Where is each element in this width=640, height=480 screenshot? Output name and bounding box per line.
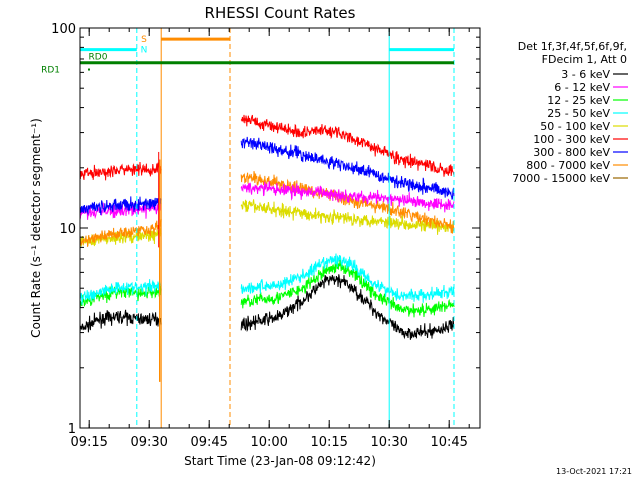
y-axis-label: Count Rate (s⁻¹ detector segment⁻¹) [29, 118, 43, 338]
series-line-1-seg-1 [79, 309, 162, 334]
legend-entry-label: 6 - 12 keV [554, 81, 610, 94]
flag-label-n: N [141, 46, 148, 56]
footer-date: 13-Oct-2021 17:21 [556, 467, 632, 476]
legend-entry-label: 300 - 800 keV [533, 146, 610, 159]
flag-label-s: S [141, 35, 147, 45]
x-tick-label: 09:15 [70, 435, 107, 450]
series-line-8-seg-1 [79, 218, 162, 247]
series-line-5-seg-2 [240, 199, 455, 235]
series-line-4-seg-2 [240, 253, 455, 303]
rd1-dot [88, 68, 90, 71]
series-line-3-seg-2 [240, 258, 455, 318]
chart-title: RHESSI Count Rates [205, 4, 356, 22]
series-line-1-seg-2 [240, 274, 455, 340]
plot-area: NS RD0 RD1 [41, 28, 455, 428]
x-tick-label: 10:30 [370, 435, 407, 450]
x-tick-label: 10:45 [430, 435, 467, 450]
axes: 1 10 100 09:15 09:30 09:45 10:00 10:15 10:30 10:4… [51, 22, 481, 450]
series-line-4-seg-1 [79, 279, 162, 305]
legend-entry-label: 12 - 25 keV [547, 94, 610, 107]
x-tick-label: 10:00 [250, 435, 287, 450]
flag-label-rd0: RD0 [89, 53, 108, 63]
series-line-6-seg-2 [240, 114, 455, 177]
legend: Det 1f,3f,4f,5f,6f,9f, FDecim 1, Att 0 3… [512, 40, 628, 185]
flag-label-rd1: RD1 [41, 66, 60, 76]
legend-header-line-2: FDecim 1, Att 0 [542, 53, 627, 66]
series-line-7-seg-2 [240, 136, 455, 200]
legend-entry-label: 25 - 50 keV [547, 107, 610, 120]
series-line-7-seg-1 [79, 196, 162, 216]
x-tick-label: 09:45 [190, 435, 227, 450]
series-3-6keV [79, 274, 455, 340]
legend-entry-label: 800 - 7000 keV [526, 159, 610, 172]
legend-entry-label: 50 - 100 keV [540, 120, 610, 133]
x-axis-label: Start Time (23-Jan-08 09:12:42) [184, 454, 376, 468]
legend-entry-label: 100 - 300 keV [533, 133, 610, 146]
series-line-6-seg-1 [79, 161, 162, 181]
series-100-300keV [79, 114, 455, 181]
series-25-50keV [79, 253, 455, 305]
y-tick-label: 100 [51, 22, 76, 37]
y-tick-label: 1 [68, 422, 76, 437]
legend-header-line-1: Det 1f,3f,4f,5f,6f,9f, [518, 40, 627, 53]
x-tick-label: 09:30 [130, 435, 167, 450]
series-6-12keV [79, 181, 455, 220]
legend-entry-label: 3 - 6 keV [561, 68, 610, 81]
series-12-25keV [79, 258, 455, 318]
legend-entry-label: 7000 - 15000 keV [512, 172, 610, 185]
series-line-2-seg-1 [79, 200, 162, 220]
series-line-2-seg-2 [240, 181, 455, 213]
x-tick-label: 10:15 [310, 435, 347, 450]
y-tick-label: 10 [59, 222, 76, 237]
series-300-800keV [79, 136, 455, 216]
